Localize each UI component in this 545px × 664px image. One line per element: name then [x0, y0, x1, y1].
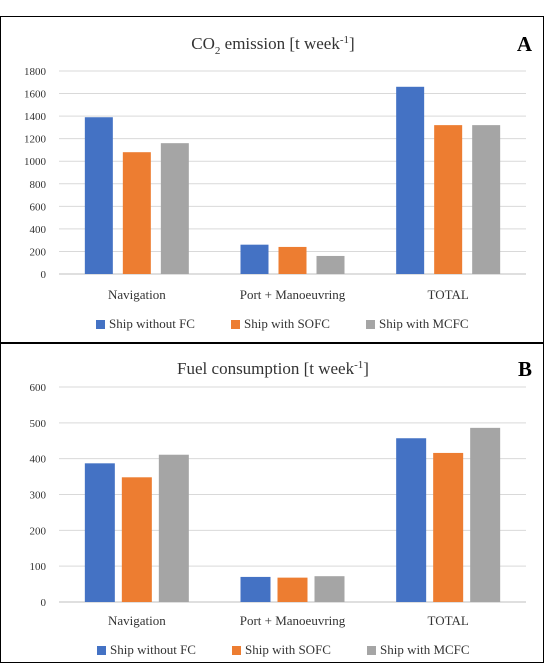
chart-a-bar-2-1 [122, 152, 151, 274]
chart-b-svg: Fuel consumption [t week-1] B 0 100 200 300… [30, 357, 533, 657]
chart-a-bar-1-3 [396, 86, 425, 275]
chart-b-bar-2-1 [121, 477, 152, 602]
chart-b-bar-2-3 [433, 452, 464, 602]
chart-b-y-tick-label: 400 [30, 454, 47, 466]
chart-a-y-tick-label: 1800 [24, 66, 47, 78]
chart-a-category-label: Port + Manoeuvring [240, 287, 346, 302]
chart-b-y-tick-label: 500 [30, 418, 47, 430]
chart-b-bar-1-1 [84, 463, 115, 602]
chart-a-y-tick-label: 400 [30, 224, 47, 236]
chart-a-y-tick-label: 600 [30, 201, 47, 213]
chart-b-category-label: Navigation [108, 613, 166, 628]
chart-a-y-tick-label: 0 [41, 269, 47, 281]
chart-b-panel-label: B [518, 357, 532, 381]
chart-a-bar-3-1 [160, 143, 189, 274]
chart-b-legend-label: Ship with SOFC [245, 642, 331, 657]
chart-b-y-tick-label: 100 [30, 561, 47, 573]
chart-a-y-tick-label: 800 [30, 179, 47, 191]
chart-a-bar-3-3 [472, 125, 501, 274]
chart-b-category-label: Port + Manoeuvring [240, 613, 346, 628]
chart-b-y-tick-label: 600 [30, 382, 47, 394]
chart-panel-b: Fuel consumption [t week-1] B 0 100 200 300… [0, 343, 544, 663]
chart-b-bar-3-1 [158, 454, 189, 602]
chart-panel-a: CO2 emission [t week-1] A 0 200 400 600 800 1… [0, 16, 544, 343]
chart-a-y-tick-label: 1000 [24, 156, 47, 168]
chart-b-bar-1-3 [396, 438, 427, 602]
chart-a-title: CO2 emission [t week-1] [191, 34, 354, 57]
chart-b-legend-label: Ship with MCFC [380, 642, 470, 657]
chart-a-plot: 0 200 400 600 800 1000 1200 1400 1600 1800 Navigat… [24, 66, 526, 331]
chart-a-legend-swatch [96, 320, 105, 329]
chart-a-bar-2-2 [278, 246, 307, 274]
chart-a-category-label: Navigation [108, 287, 166, 302]
chart-b-title: Fuel consumption [t week-1] [177, 359, 369, 378]
chart-a-legend-swatch [231, 320, 240, 329]
chart-b-bar-3-3 [470, 427, 501, 602]
chart-b-y-tick-label: 200 [30, 525, 47, 537]
chart-b-bar-2-2 [277, 577, 308, 602]
chart-b-plot: 0 100 200 300 400 500 600 Navigation Port + Mano… [30, 382, 526, 657]
chart-b-legend-swatch [232, 646, 241, 655]
chart-b-legend-swatch [97, 646, 106, 655]
chart-a-y-tick-label: 200 [30, 246, 47, 258]
chart-b-legend-label: Ship without FC [110, 642, 196, 657]
chart-b-bar-1-2 [240, 576, 271, 602]
chart-a-y-tick-label: 1600 [24, 89, 47, 101]
chart-b-legend-swatch [367, 646, 376, 655]
chart-b-category-label: TOTAL [428, 613, 469, 628]
chart-a-bar-1-1 [84, 117, 113, 274]
chart-a-y-tick-label: 1200 [24, 134, 47, 146]
chart-a-legend-label: Ship without FC [109, 316, 195, 331]
chart-b-y-tick-label: 300 [30, 490, 47, 502]
chart-a-bar-2-3 [434, 125, 463, 274]
chart-a-bar-1-2 [240, 244, 269, 274]
chart-a-legend-swatch [366, 320, 375, 329]
chart-a-legend-label: Ship with SOFC [244, 316, 330, 331]
chart-a-svg: CO2 emission [t week-1] A 0 200 400 600 800 1… [24, 32, 533, 331]
chart-a-y-tick-label: 1400 [24, 111, 47, 123]
chart-b-bar-3-2 [314, 576, 345, 602]
chart-a-bar-3-2 [316, 255, 345, 274]
chart-a-legend-label: Ship with MCFC [379, 316, 469, 331]
chart-a-panel-label: A [517, 32, 533, 56]
chart-a-category-label: TOTAL [428, 287, 469, 302]
chart-b-y-tick-label: 0 [41, 597, 47, 609]
